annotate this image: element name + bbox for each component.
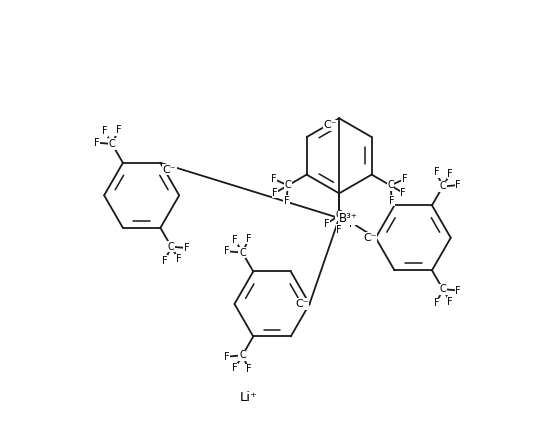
Text: F: F	[184, 243, 190, 253]
Text: C⁻: C⁻	[162, 165, 176, 175]
Text: F: F	[447, 169, 453, 178]
Text: C: C	[439, 284, 446, 294]
Text: C: C	[168, 242, 174, 252]
Text: F: F	[246, 234, 252, 244]
Text: C: C	[439, 182, 446, 191]
Text: F: F	[162, 256, 168, 266]
Text: F: F	[434, 298, 439, 308]
Text: F: F	[447, 297, 453, 307]
Text: F: F	[232, 363, 238, 373]
Text: F: F	[283, 196, 289, 206]
Text: F: F	[336, 225, 342, 235]
Text: F: F	[94, 138, 100, 147]
Text: F: F	[272, 188, 278, 198]
Text: C: C	[239, 350, 246, 360]
Text: C: C	[239, 248, 246, 258]
Text: C: C	[284, 180, 291, 190]
Text: C: C	[387, 180, 394, 190]
Text: F: F	[401, 188, 406, 198]
Text: C: C	[336, 210, 342, 220]
Text: F: F	[271, 174, 277, 184]
Text: F: F	[224, 246, 230, 256]
Text: Li⁺: Li⁺	[239, 391, 257, 404]
Text: C⁻: C⁻	[324, 120, 337, 130]
Text: B³⁺: B³⁺	[339, 211, 358, 225]
Text: F: F	[232, 235, 238, 245]
Text: F: F	[246, 364, 252, 374]
Text: F: F	[176, 254, 181, 265]
Text: F: F	[456, 180, 461, 190]
Text: F: F	[389, 196, 395, 206]
Text: F: F	[456, 285, 461, 296]
Text: F: F	[434, 167, 439, 178]
Text: F: F	[349, 219, 355, 229]
Text: C⁻: C⁻	[295, 299, 308, 309]
Text: F: F	[324, 219, 329, 229]
Text: C: C	[108, 139, 116, 149]
Text: F: F	[102, 126, 107, 136]
Text: C⁻: C⁻	[363, 233, 377, 243]
Text: F: F	[116, 125, 122, 135]
Text: F: F	[224, 352, 230, 362]
Text: F: F	[402, 174, 407, 184]
